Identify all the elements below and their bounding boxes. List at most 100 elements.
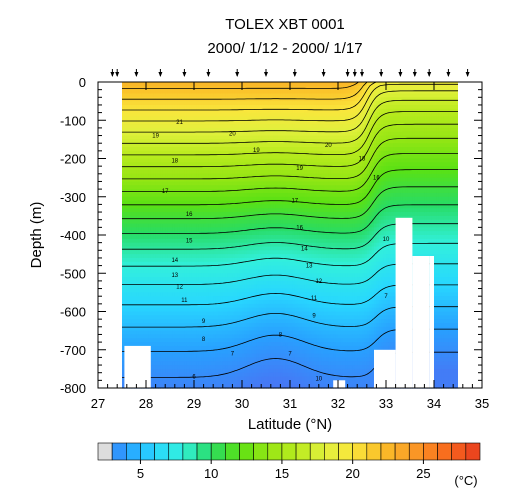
temperature-cell	[186, 372, 190, 378]
temperature-cell	[254, 338, 257, 343]
temperature-cell	[172, 273, 176, 278]
temperature-cell	[131, 269, 135, 274]
temperature-cell	[126, 257, 130, 263]
temperature-cell	[258, 116, 262, 121]
temperature-cell	[258, 196, 262, 202]
temperature-cell	[160, 357, 164, 362]
temperature-cell	[196, 246, 200, 251]
temperature-cell	[218, 349, 221, 355]
temperature-cell	[215, 116, 219, 121]
temperature-cell	[256, 338, 260, 343]
temperature-cell	[249, 185, 253, 190]
temperature-cell	[153, 162, 157, 167]
temperature-cell	[254, 181, 257, 186]
temperature-cell	[198, 357, 202, 362]
temperature-cell	[126, 227, 130, 232]
temperature-cell	[220, 368, 224, 374]
temperature-cell	[220, 227, 224, 232]
temperature-cell	[198, 284, 202, 290]
temperature-cell	[194, 235, 197, 240]
temperature-cell	[191, 204, 195, 209]
temperature-cell	[174, 338, 178, 343]
temperature-cell	[148, 181, 152, 186]
temperature-cell	[150, 93, 154, 98]
temperature-cell	[230, 127, 233, 133]
temperature-cell	[189, 200, 193, 205]
temperature-cell	[153, 166, 157, 171]
temperature-cell	[143, 242, 147, 248]
temperature-cell	[148, 150, 152, 156]
temperature-cell	[242, 372, 245, 378]
temperature-cell	[158, 158, 161, 163]
temperature-cell	[131, 284, 135, 290]
temperature-cell	[179, 296, 183, 301]
temperature-cell	[172, 101, 176, 106]
temperature-cell	[220, 319, 224, 324]
temperature-cell	[153, 104, 157, 110]
temperature-cell	[210, 384, 214, 389]
temperature-cell	[227, 273, 231, 278]
temperature-cell	[129, 101, 133, 106]
temperature-cell	[201, 104, 205, 110]
temperature-cell	[146, 173, 149, 179]
temperature-cell	[179, 345, 183, 351]
temperature-cell	[143, 269, 147, 274]
temperature-cell	[160, 150, 164, 156]
temperature-cell	[153, 154, 157, 160]
temperature-cell	[155, 246, 159, 251]
temperature-cell	[158, 147, 161, 152]
temperature-cell	[172, 319, 176, 324]
temperature-cell	[232, 376, 236, 381]
temperature-cell	[179, 376, 183, 381]
temperature-cell	[208, 257, 212, 263]
temperature-cell	[201, 227, 205, 232]
temperature-cell	[198, 280, 202, 286]
temperature-cell	[155, 261, 159, 267]
temperature-cell	[172, 223, 176, 228]
temperature-cell	[230, 181, 233, 186]
temperature-cell	[230, 307, 233, 313]
temperature-cell	[196, 169, 200, 175]
temperature-cell	[126, 322, 130, 328]
temperature-cell	[170, 131, 173, 137]
temperature-cell	[189, 219, 193, 225]
temperature-cell	[143, 108, 147, 114]
temperature-cell	[189, 120, 193, 125]
temperature-cell	[234, 89, 238, 95]
temperature-cell	[208, 208, 212, 213]
temperature-cell	[167, 127, 171, 133]
temperature-cell	[220, 108, 224, 114]
temperature-cell	[230, 185, 233, 190]
temperature-cell	[191, 150, 195, 156]
temperature-cell	[146, 334, 149, 339]
temperature-cell	[146, 162, 149, 167]
temperature-cell	[148, 269, 152, 274]
temperature-cell	[138, 303, 142, 309]
temperature-cell	[143, 89, 147, 95]
temperature-cell	[148, 303, 152, 309]
temperature-cell	[153, 342, 157, 347]
temperature-cell	[167, 254, 171, 259]
temperature-cell	[234, 326, 238, 332]
temperature-cell	[174, 238, 178, 244]
temperature-cell	[194, 227, 197, 232]
temperature-cell	[177, 284, 181, 290]
temperature-cell	[215, 169, 219, 175]
temperature-cell	[177, 181, 181, 186]
temperature-cell	[215, 204, 219, 209]
temperature-cell	[172, 219, 176, 225]
temperature-cell	[182, 326, 185, 332]
temperature-cell	[122, 108, 125, 114]
temperature-cell	[254, 227, 257, 232]
temperature-cell	[138, 150, 142, 156]
temperature-cell	[167, 376, 171, 381]
temperature-cell	[249, 345, 253, 351]
temperature-cell	[215, 231, 219, 236]
temperature-cell	[143, 112, 147, 118]
temperature-cell	[182, 380, 185, 385]
temperature-cell	[251, 177, 255, 183]
temperature-cell	[170, 143, 173, 148]
temperature-cell	[177, 235, 181, 240]
temperature-cell	[230, 319, 233, 324]
temperature-cell	[141, 257, 145, 263]
